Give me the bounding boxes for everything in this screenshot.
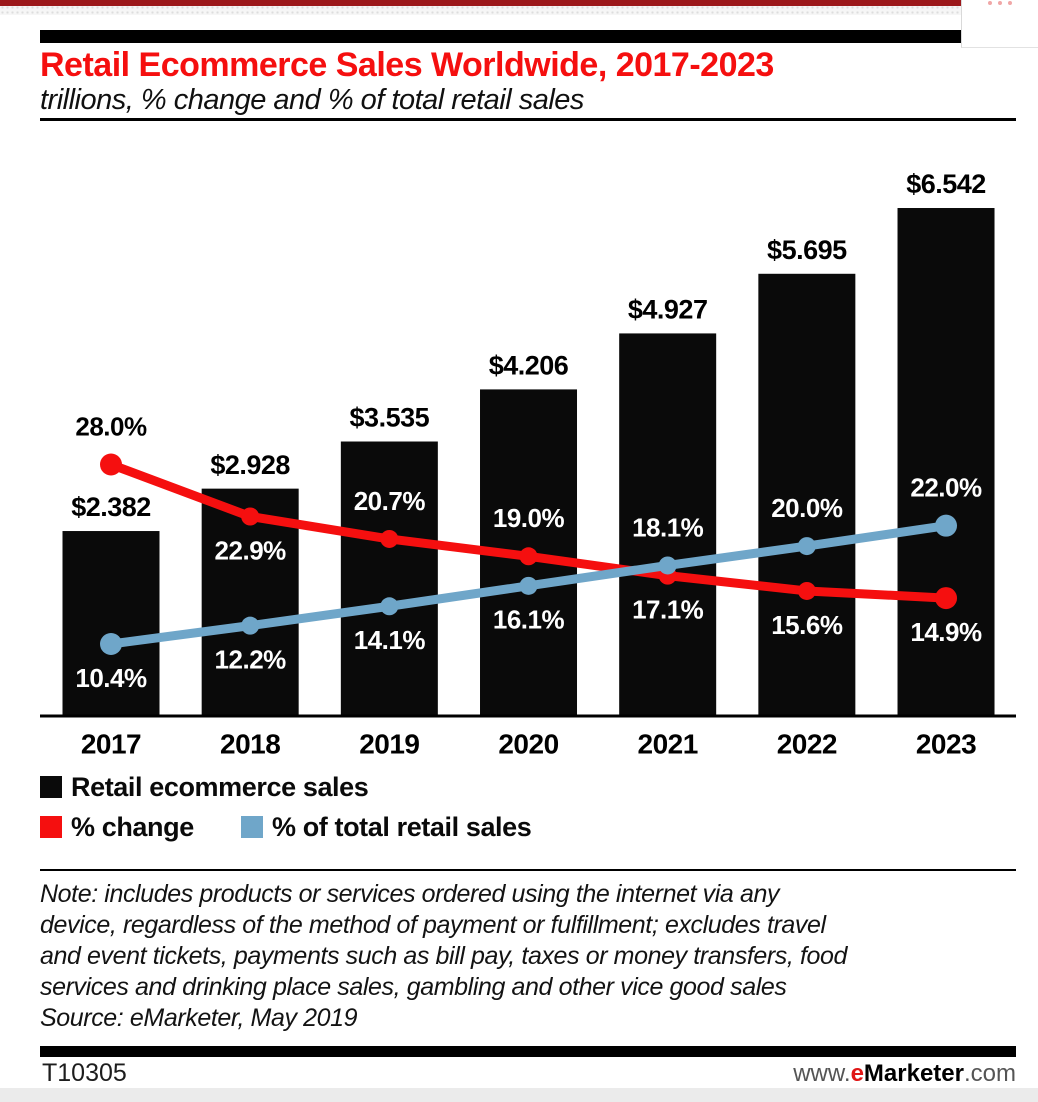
legend-swatch-blue <box>241 816 263 838</box>
line-marker <box>658 556 677 575</box>
line-marker <box>797 581 816 600</box>
combo-bar-line-chart: $2.382 $2.928 $3.535 $4.206 $4.927 $5.695 $6.5… <box>40 169 1016 759</box>
note-rule <box>40 869 1016 871</box>
note-text: Note: includes products or services orde… <box>40 880 848 1032</box>
x-axis-year-label: 2020 <box>498 728 558 759</box>
red-dot-icon <box>998 1 1002 5</box>
line-marker <box>100 453 122 476</box>
legend-label: Retail ecommerce sales <box>71 772 369 802</box>
bar-value-label: $6.542 <box>906 169 986 199</box>
x-axis-year-label: 2021 <box>638 728 698 759</box>
line-marker <box>241 507 260 526</box>
header-top-bar <box>40 30 1016 43</box>
red-dot-icon <box>988 1 992 5</box>
pct-label: 14.1% <box>354 625 426 655</box>
line-marker <box>935 514 958 537</box>
x-axis-year-label: 2018 <box>220 728 280 759</box>
footer-com: .com <box>963 1060 1016 1087</box>
legend-label: % change <box>71 812 194 842</box>
pct-label: 19.0% <box>493 503 565 533</box>
bar-value-label: $2.928 <box>210 450 290 480</box>
footer-www: www. <box>793 1060 851 1087</box>
footer-e: e <box>850 1060 864 1087</box>
bar-2017 <box>62 531 160 716</box>
line-marker <box>519 576 538 595</box>
pct-label: 28.0% <box>75 411 147 441</box>
line-marker <box>935 587 958 610</box>
page-subtitle: trillions, % change and % of total retai… <box>40 84 584 116</box>
pct-label: 18.1% <box>632 512 704 542</box>
x-axis-year-label: 2023 <box>916 728 976 759</box>
header-rule <box>40 118 1016 121</box>
bar-value-label: $3.535 <box>350 403 430 433</box>
pct-label: 10.4% <box>75 663 147 693</box>
x-axis-year-label: 2019 <box>359 728 419 759</box>
footer-chart-id: T10305 <box>42 1059 127 1087</box>
line-marker <box>241 616 260 635</box>
bar-value-label: $2.382 <box>71 492 151 522</box>
bar-2018 <box>201 488 299 716</box>
legend-item-ecommerce-sales: Retail ecommerce sales <box>40 772 369 803</box>
legend-item-pct-total-retail: % of total retail sales <box>241 812 532 843</box>
red-dot-icon <box>1008 1 1012 5</box>
line-marker <box>519 547 538 566</box>
bar-value-label: $4.206 <box>489 351 569 381</box>
topright-ui-fragment <box>961 0 1038 48</box>
legend-label: % of total retail sales <box>272 812 532 842</box>
legend-swatch-black <box>40 776 62 798</box>
line-marker <box>380 529 399 548</box>
legend-item-pct-change: % change <box>40 812 194 843</box>
footer-website: www.eMarketer.com <box>793 1060 1016 1088</box>
bar-2023 <box>897 208 995 716</box>
pct-label: 16.1% <box>493 605 565 635</box>
line-marker <box>380 597 399 616</box>
bar-2019 <box>340 441 438 716</box>
line-marker <box>100 633 122 655</box>
top-red-bar <box>0 0 1038 6</box>
x-axis-year-label: 2017 <box>81 728 141 759</box>
pct-label: 15.6% <box>771 610 843 640</box>
x-axis-year-label: 2022 <box>777 728 837 759</box>
bar-2021 <box>619 333 717 716</box>
page-title: Retail Ecommerce Sales Worldwide, 2017-2… <box>40 46 774 84</box>
bar-value-label: $5.695 <box>767 235 847 265</box>
footer-bar <box>40 1046 1016 1057</box>
pct-label: 20.0% <box>771 493 843 523</box>
footer-marketer: Marketer <box>863 1060 964 1087</box>
legend-swatch-red <box>40 816 62 838</box>
pct-label: 22.0% <box>910 473 982 503</box>
pct-label: 22.9% <box>215 535 287 565</box>
line-marker <box>797 537 816 556</box>
pct-label: 20.7% <box>354 486 426 516</box>
pct-label: 17.1% <box>632 595 704 625</box>
bar-2022 <box>758 273 856 716</box>
pct-label: 12.2% <box>215 645 287 675</box>
bottom-gray-strip <box>0 1088 1038 1102</box>
pct-label: 14.9% <box>910 617 982 647</box>
bar-value-label: $4.927 <box>628 295 708 325</box>
